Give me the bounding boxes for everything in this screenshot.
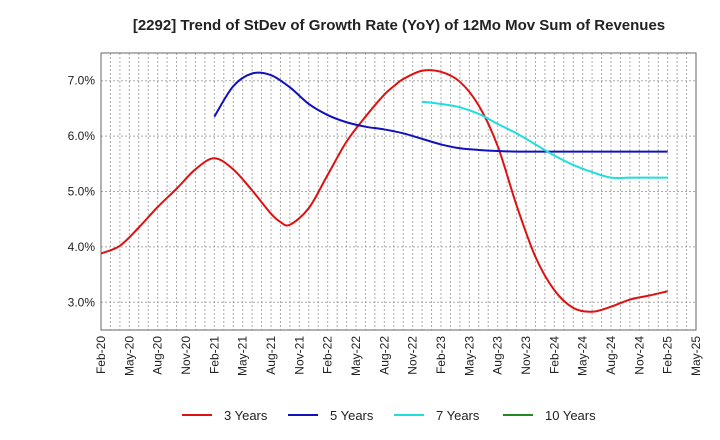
legend-label-10-years: 10 Years [545, 408, 596, 423]
x-tick-label: Nov-24 [632, 336, 646, 375]
x-axis: Feb-20 May-20 Aug-20 Nov-20 Feb-21 May-21 Aug-… [94, 336, 703, 376]
legend-label-3-years: 3 Years [224, 408, 268, 423]
plot-frame [100, 52, 697, 331]
y-tick-label: 4.0% [68, 240, 96, 254]
x-tick-label: May-21 [236, 336, 250, 376]
series-line-3-years [100, 69, 668, 313]
x-tick-label: May-22 [349, 336, 363, 376]
x-tick-label: Nov-20 [179, 336, 193, 375]
series-layer [100, 69, 668, 313]
x-tick-label: Feb-23 [434, 336, 448, 374]
x-tick-label: Aug-23 [491, 336, 505, 375]
y-tick-label: 7.0% [68, 74, 96, 88]
legend-label-5-years: 5 Years [330, 408, 374, 423]
x-tick-label: Nov-21 [292, 336, 306, 375]
y-tick-label: 6.0% [68, 129, 96, 143]
y-tick-label: 5.0% [68, 185, 96, 199]
y-axis: 3.0% 4.0% 5.0% 6.0% 7.0% [68, 74, 96, 310]
x-tick-label: Nov-22 [406, 336, 420, 375]
x-tick-label: May-23 [462, 336, 476, 376]
x-tick-label: Aug-20 [151, 336, 165, 375]
legend-label-7-years: 7 Years [436, 408, 480, 423]
grid [100, 53, 697, 330]
legend: 3 Years 5 Years 7 Years 10 Years [182, 408, 596, 423]
x-tick-label: Feb-25 [661, 336, 675, 374]
x-tick-label: May-20 [122, 336, 136, 376]
x-tick-label: Feb-22 [321, 336, 335, 374]
x-tick-label: Nov-23 [519, 336, 533, 375]
x-tick-label: Aug-24 [604, 336, 618, 375]
y-tick-label: 3.0% [68, 295, 96, 309]
x-tick-label: Feb-20 [94, 336, 108, 374]
series-line-7-years [421, 100, 668, 180]
x-tick-label: Aug-22 [377, 336, 391, 375]
x-tick-label: Feb-24 [547, 336, 561, 374]
x-tick-label: Aug-21 [264, 336, 278, 375]
x-tick-label: May-24 [576, 336, 590, 376]
series-line-5-years [213, 71, 668, 153]
chart-title: [2292] Trend of StDev of Growth Rate (Yo… [133, 17, 665, 34]
x-tick-label: Feb-21 [207, 336, 221, 374]
x-tick-label: May-25 [689, 336, 703, 376]
